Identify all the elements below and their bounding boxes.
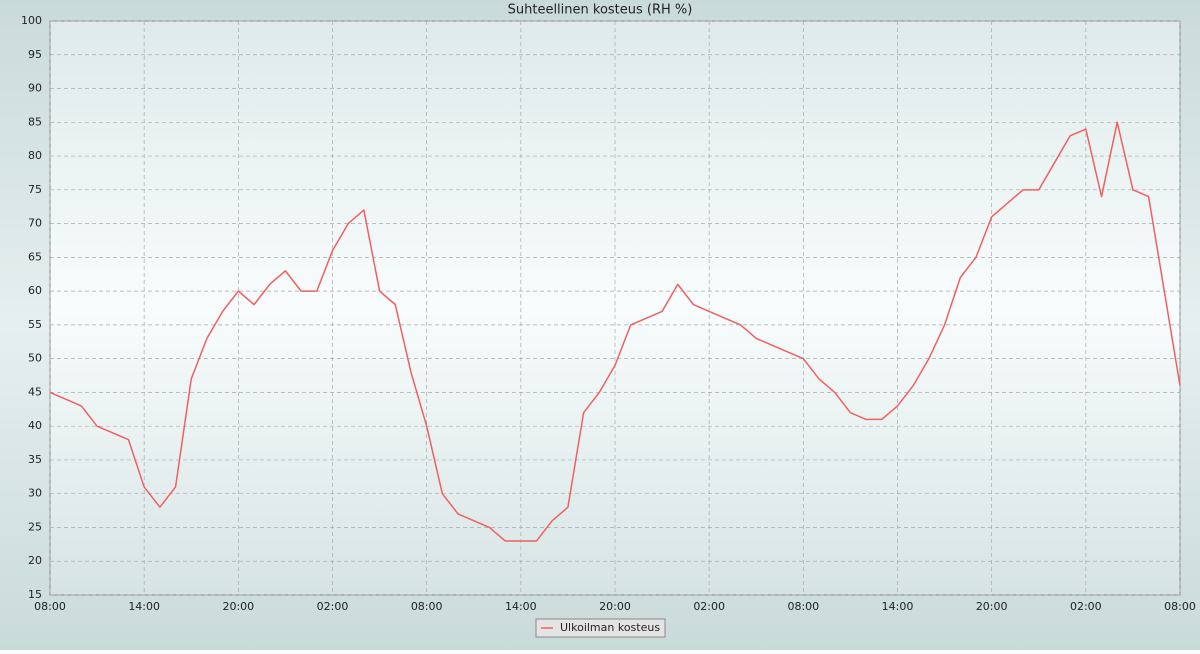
x-tick-label: 02:00 [693, 600, 725, 613]
y-tick-label: 70 [28, 217, 42, 230]
y-tick-label: 45 [28, 385, 42, 398]
y-tick-label: 30 [28, 487, 42, 500]
y-tick-label: 25 [28, 520, 42, 533]
x-tick-label: 02:00 [1070, 600, 1102, 613]
y-tick-label: 80 [28, 149, 42, 162]
x-tick-label: 02:00 [317, 600, 349, 613]
y-tick-label: 65 [28, 250, 42, 263]
y-tick-label: 55 [28, 318, 42, 331]
x-tick-label: 14:00 [882, 600, 914, 613]
y-tick-label: 85 [28, 115, 42, 128]
y-tick-label: 15 [28, 588, 42, 601]
x-tick-label: 20:00 [976, 600, 1008, 613]
x-tick-label: 08:00 [411, 600, 443, 613]
x-tick-label: 14:00 [128, 600, 160, 613]
y-tick-label: 95 [28, 48, 42, 61]
x-tick-label: 08:00 [787, 600, 819, 613]
data-line [49, 121, 1181, 542]
y-tick-label: 50 [28, 352, 42, 365]
x-tick-label: 08:00 [34, 600, 66, 613]
x-tick-label: 20:00 [222, 600, 254, 613]
y-tick-label: 90 [28, 82, 42, 95]
chart-title: Suhteellinen kosteus (RH %) [508, 3, 693, 18]
y-tick-label: 20 [28, 554, 42, 567]
legend-box [535, 618, 666, 638]
y-tick-label: 100 [21, 14, 42, 27]
legend-label: Ulkoilman kosteus [560, 621, 660, 634]
y-tick-label: 60 [28, 284, 42, 297]
x-tick-label: 20:00 [599, 600, 631, 613]
x-tick-label: 14:00 [505, 600, 537, 613]
y-tick-label: 35 [28, 453, 42, 466]
y-tick-label: 75 [28, 183, 42, 196]
legend: Ulkoilman kosteus [535, 618, 666, 638]
y-tick-label: 40 [28, 419, 42, 432]
x-tick-label: 08:00 [1164, 600, 1196, 613]
